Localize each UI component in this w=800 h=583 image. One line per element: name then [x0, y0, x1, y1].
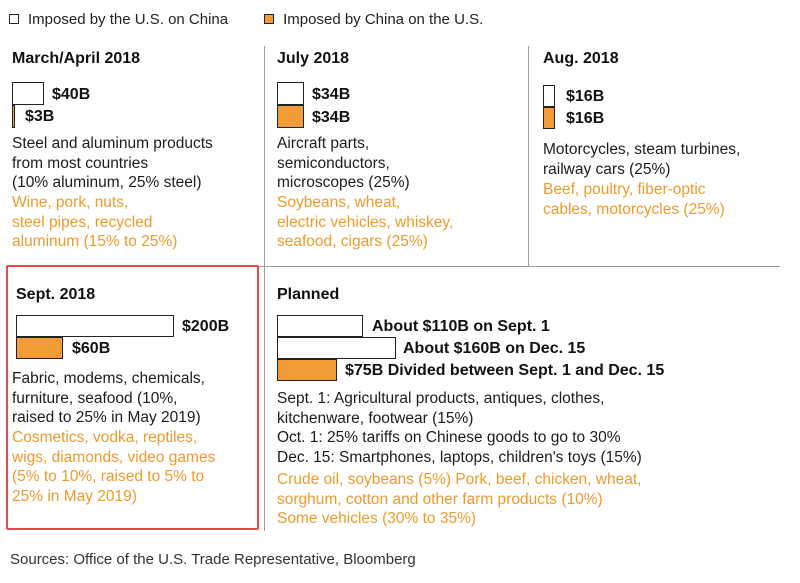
panel-title-jul-2018: July 2018 — [277, 50, 349, 68]
legend-us-label: Imposed by the U.S. on China — [28, 11, 228, 28]
bar-us-planned-dec-15 — [277, 337, 396, 359]
panel-title-sep-2018: Sept. 2018 — [16, 286, 95, 304]
text-china-planned: Crude oil, soybeans (5%) Pork, beef, chi… — [277, 470, 641, 529]
bar-china-sep-2018 — [16, 337, 63, 359]
legend-us: Imposed by the U.S. on China — [9, 11, 228, 28]
value-us-mar-apr-2018: $40B — [52, 85, 90, 105]
text-us-mar-apr-2018: Steel and aluminum products from most co… — [12, 134, 213, 193]
text-us-planned: Sept. 1: Agricultural products, antiques… — [277, 389, 642, 467]
bar-china-planned — [277, 359, 337, 381]
label-planned-china: $75B Divided between Sept. 1 and Dec. 15 — [345, 361, 664, 381]
bar-china-aug-2018 — [543, 107, 555, 129]
value-us-jul-2018: $34B — [312, 85, 350, 105]
legend-us-swatch — [9, 14, 19, 24]
value-us-sep-2018: $200B — [182, 317, 229, 337]
bar-us-planned-sept-1 — [277, 315, 363, 337]
source-note: Sources: Office of the U.S. Trade Repres… — [10, 551, 416, 568]
text-china-aug-2018: Beef, poultry, fiber-optic cables, motor… — [543, 180, 725, 219]
text-china-jul-2018: Soybeans, wheat, electric vehicles, whis… — [277, 193, 453, 252]
legend: Imposed by the U.S. on China Imposed by … — [9, 8, 519, 30]
text-us-sep-2018: Fabric, modems, chemicals, furniture, se… — [12, 369, 205, 428]
legend-china-label: Imposed by China on the U.S. — [283, 11, 483, 28]
legend-china-swatch — [264, 14, 274, 24]
bar-us-jul-2018 — [277, 82, 304, 105]
label-planned-dec-15: About $160B on Dec. 15 — [403, 339, 585, 359]
text-us-aug-2018: Motorcycles, steam turbines, railway car… — [543, 140, 740, 179]
bar-us-sep-2018 — [16, 315, 174, 337]
divider-vertical-3 — [264, 266, 265, 531]
bar-china-mar-apr-2018 — [12, 105, 15, 128]
legend-china: Imposed by China on the U.S. — [264, 11, 483, 28]
value-china-sep-2018: $60B — [72, 339, 110, 359]
panel-title-planned: Planned — [277, 286, 339, 304]
text-us-jul-2018: Aircraft parts, semiconductors, microsco… — [277, 134, 410, 193]
bar-us-mar-apr-2018 — [12, 82, 44, 105]
bar-china-jul-2018 — [277, 105, 304, 128]
value-china-mar-apr-2018: $3B — [25, 107, 54, 127]
value-china-aug-2018: $16B — [566, 109, 604, 129]
divider-vertical-1 — [264, 46, 265, 266]
panel-title-mar-apr-2018: March/April 2018 — [12, 50, 140, 68]
panel-title-aug-2018: Aug. 2018 — [543, 50, 619, 68]
divider-vertical-2 — [528, 46, 529, 266]
text-china-mar-apr-2018: Wine, pork, nuts, steel pipes, recycled … — [12, 193, 177, 252]
label-planned-sept-1: About $110B on Sept. 1 — [372, 317, 550, 337]
value-china-jul-2018: $34B — [312, 108, 350, 128]
value-us-aug-2018: $16B — [566, 87, 604, 107]
bar-us-aug-2018 — [543, 85, 555, 107]
text-china-sep-2018: Cosmetics, vodka, reptiles, wigs, diamon… — [12, 428, 215, 506]
